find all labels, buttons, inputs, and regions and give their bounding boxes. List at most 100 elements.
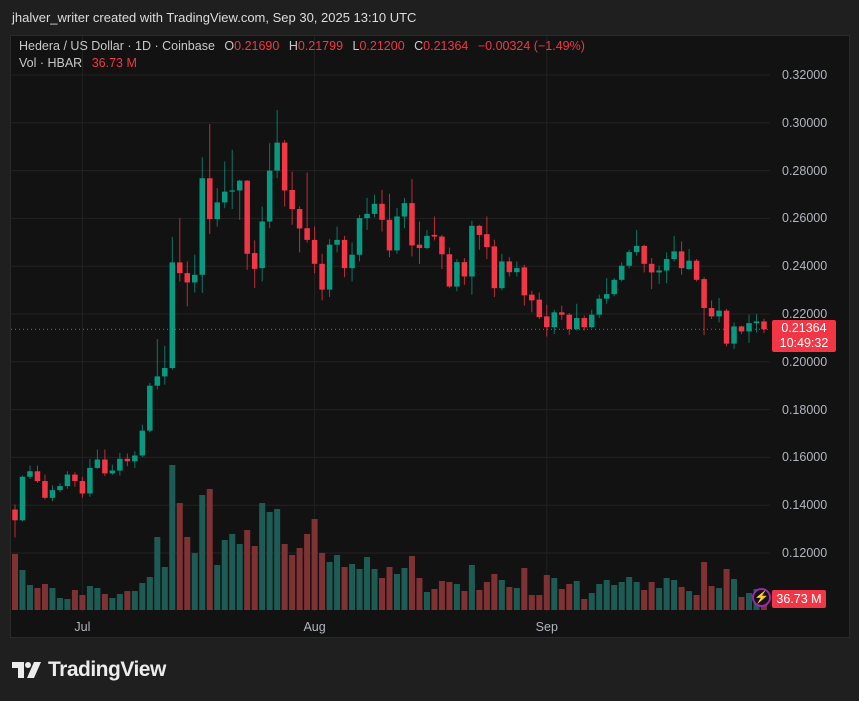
candle-body[interactable] xyxy=(274,142,280,171)
candle-body[interactable] xyxy=(42,481,48,498)
candle-body[interactable] xyxy=(461,262,468,277)
candle-body[interactable] xyxy=(514,268,520,273)
candle-body[interactable] xyxy=(499,261,505,289)
candle-body[interactable] xyxy=(708,308,715,317)
candle-body[interactable] xyxy=(596,298,602,315)
candle-body[interactable] xyxy=(678,251,685,269)
candle-body[interactable] xyxy=(476,225,483,235)
candle-body[interactable] xyxy=(641,245,647,264)
candle-body[interactable] xyxy=(716,310,722,317)
candle-body[interactable] xyxy=(259,221,265,269)
candle-body[interactable] xyxy=(236,180,243,191)
candle-body[interactable] xyxy=(64,474,71,487)
candle-body[interactable] xyxy=(12,509,18,521)
candle-body[interactable] xyxy=(626,252,632,266)
candle-body[interactable] xyxy=(349,254,355,269)
candle-body[interactable] xyxy=(177,262,183,274)
candle-body[interactable] xyxy=(454,262,460,287)
candle-body[interactable] xyxy=(753,321,760,324)
symbol-title[interactable]: Hedera / US Dollar · 1D · Coinbase xyxy=(19,39,215,53)
candle-body[interactable] xyxy=(19,476,26,521)
candle-body[interactable] xyxy=(109,470,116,474)
candle-body[interactable] xyxy=(506,261,513,273)
lightning-alert-icon[interactable]: ⚡ xyxy=(752,588,771,607)
candle-body[interactable] xyxy=(72,474,78,482)
candle-body[interactable] xyxy=(611,279,617,295)
candle-body[interactable] xyxy=(529,294,535,301)
candle-body[interactable] xyxy=(94,459,101,468)
chart-panel[interactable] xyxy=(10,35,850,638)
candle-body[interactable] xyxy=(147,385,153,431)
candle-body[interactable] xyxy=(169,262,176,369)
candle-body[interactable] xyxy=(199,178,206,275)
tradingview-logo[interactable]: TradingView xyxy=(12,658,166,682)
candle-body[interactable] xyxy=(544,316,550,328)
volume-title[interactable]: Vol · HBAR xyxy=(19,56,83,70)
candle-body[interactable] xyxy=(79,481,86,494)
candle-body[interactable] xyxy=(484,234,490,248)
candle-body[interactable] xyxy=(409,203,415,246)
candle-body[interactable] xyxy=(139,430,146,456)
candle-body[interactable] xyxy=(693,260,700,280)
candle-body[interactable] xyxy=(117,458,123,471)
candle-body[interactable] xyxy=(701,279,707,309)
candle-body[interactable] xyxy=(244,180,250,254)
candle-body[interactable] xyxy=(132,455,138,462)
candle-body[interactable] xyxy=(521,267,528,296)
candle-body[interactable] xyxy=(761,321,767,330)
candle-body[interactable] xyxy=(551,312,558,328)
candle-body[interactable] xyxy=(648,263,655,273)
candle-body[interactable] xyxy=(379,203,385,220)
candle-body[interactable] xyxy=(663,259,670,271)
candle-body[interactable] xyxy=(57,486,63,491)
candle-body[interactable] xyxy=(731,326,737,344)
candle-body[interactable] xyxy=(491,246,498,289)
candle-body[interactable] xyxy=(386,219,393,251)
candle-body[interactable] xyxy=(416,244,423,249)
candle-body[interactable] xyxy=(656,270,662,273)
candle-body[interactable] xyxy=(364,213,370,219)
candle-body[interactable] xyxy=(162,368,168,377)
candle-body[interactable] xyxy=(49,490,56,498)
candle-body[interactable] xyxy=(326,244,333,290)
candle-body[interactable] xyxy=(281,142,288,191)
candle-body[interactable] xyxy=(581,318,587,328)
candle-body[interactable] xyxy=(124,458,131,462)
candle-body[interactable] xyxy=(723,310,730,344)
candle-body[interactable] xyxy=(431,234,438,237)
candle-body[interactable] xyxy=(446,254,453,287)
candle-body[interactable] xyxy=(206,178,213,220)
candle-body[interactable] xyxy=(394,216,400,251)
candle-body[interactable] xyxy=(87,467,93,494)
candle-body[interactable] xyxy=(618,265,625,280)
candle-body[interactable] xyxy=(738,326,745,332)
candle-body[interactable] xyxy=(671,251,677,260)
candle-body[interactable] xyxy=(334,239,340,245)
candle-body[interactable] xyxy=(559,312,565,315)
candle-body[interactable] xyxy=(192,274,198,283)
candle-body[interactable] xyxy=(588,314,595,328)
candle-body[interactable] xyxy=(214,202,220,220)
candle-body[interactable] xyxy=(356,218,363,255)
candle-body[interactable] xyxy=(27,471,33,477)
candle-body[interactable] xyxy=(229,190,235,192)
candle-body[interactable] xyxy=(401,203,408,217)
candle-body[interactable] xyxy=(319,263,325,290)
candle-body[interactable] xyxy=(102,459,108,474)
candle-body[interactable] xyxy=(34,471,41,482)
candle-body[interactable] xyxy=(424,235,430,249)
candle-body[interactable] xyxy=(154,376,161,386)
candle-body[interactable] xyxy=(603,294,610,299)
candle-body[interactable] xyxy=(311,239,318,264)
candle-body[interactable] xyxy=(296,209,303,229)
candle-body[interactable] xyxy=(289,189,295,210)
candle-body[interactable] xyxy=(184,273,191,283)
candle-body[interactable] xyxy=(266,170,273,222)
candle-body[interactable] xyxy=(341,239,348,269)
candle-body[interactable] xyxy=(439,236,445,255)
candle-body[interactable] xyxy=(371,203,378,214)
candle-body[interactable] xyxy=(304,228,310,240)
candle-body[interactable] xyxy=(574,318,580,330)
candle-body[interactable] xyxy=(746,323,752,332)
